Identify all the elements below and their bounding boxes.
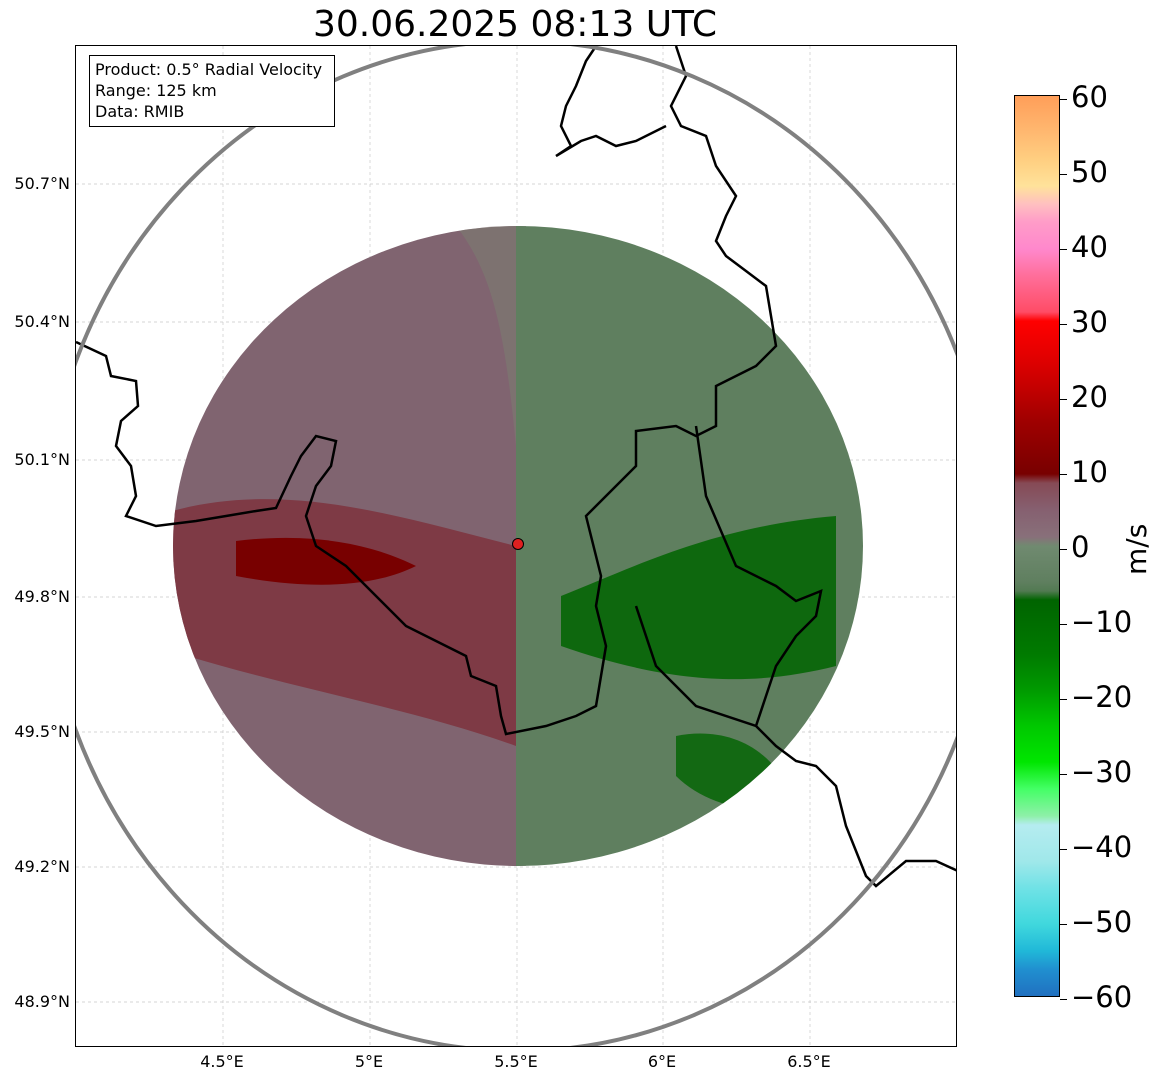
info-range: Range: 125 km [95, 81, 217, 100]
lon-label: 5.5°E [494, 1052, 538, 1071]
radar-site-marker [512, 538, 524, 550]
lon-label: 6.5°E [787, 1052, 831, 1071]
colorbar-tick: 0 [1060, 532, 1089, 562]
info-product: Product: 0.5° Radial Velocity [95, 60, 323, 79]
radar-map-canvas [76, 46, 956, 1046]
colorbar-tick: −20 [1060, 682, 1132, 712]
colorbar-tick: 40 [1060, 232, 1108, 262]
lat-label: 50.4°N [14, 312, 70, 331]
product-info-box: Product: 0.5° Radial Velocity Range: 125… [89, 55, 335, 127]
colorbar-tick: 60 [1060, 82, 1108, 112]
colorbar-label: m/s [1120, 523, 1153, 575]
lon-label: 6°E [647, 1052, 677, 1071]
map-title: 30.06.2025 08:13 UTC [312, 4, 718, 45]
lat-label: 49.2°N [14, 857, 70, 876]
lat-label: 49.5°N [14, 722, 70, 741]
colorbar-tick: −30 [1060, 757, 1132, 787]
colorbar-tick: 10 [1060, 457, 1108, 487]
colorbar-tick: −50 [1060, 907, 1132, 937]
lon-label: 5°E [354, 1052, 384, 1071]
lat-label: 49.8°N [14, 587, 70, 606]
info-data-source: Data: RMIB [95, 102, 185, 121]
lon-label: 4.5°E [200, 1052, 244, 1071]
colorbar-tick: −60 [1060, 982, 1132, 1012]
colorbar-tick: −10 [1060, 607, 1132, 637]
radar-map[interactable] [75, 45, 957, 1047]
country-borders [76, 46, 956, 888]
colorbar-tick: 20 [1060, 382, 1108, 412]
lat-label: 48.9°N [14, 992, 70, 1011]
colorbar-tick: 30 [1060, 307, 1108, 337]
lat-label: 50.7°N [14, 174, 70, 193]
colorbar-tick: 50 [1060, 157, 1108, 187]
velocity-colorbar [1014, 95, 1060, 997]
lat-label: 50.1°N [14, 450, 70, 469]
colorbar-tick: −40 [1060, 832, 1132, 862]
